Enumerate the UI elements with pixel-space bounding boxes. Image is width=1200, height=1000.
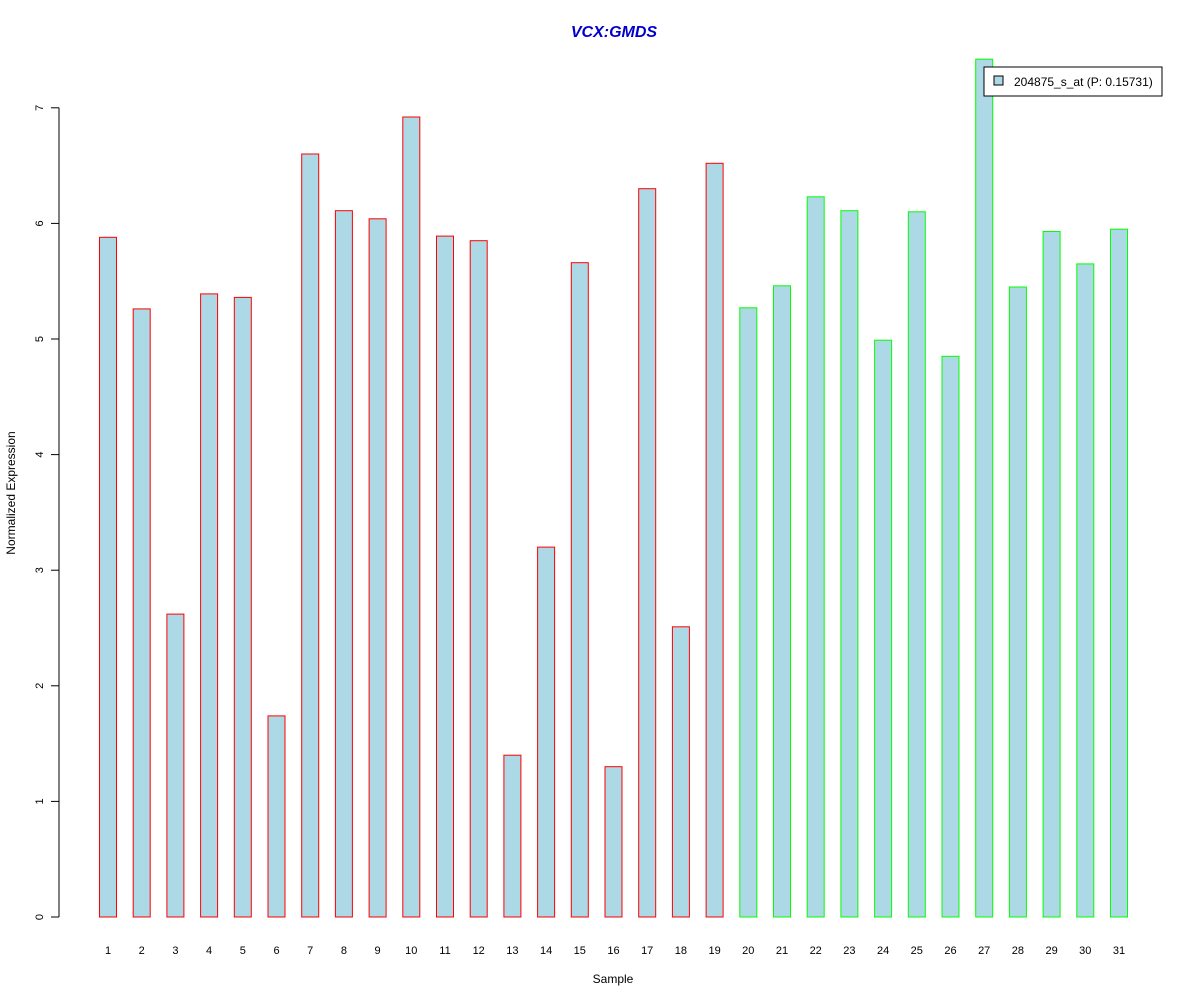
x-tick-label: 4 xyxy=(206,945,212,957)
x-tick-label: 27 xyxy=(978,945,990,957)
bar-sample-5 xyxy=(233,296,252,918)
bar-sample-19 xyxy=(705,162,724,918)
y-tick-label: 4 xyxy=(34,452,46,458)
x-tick-label: 11 xyxy=(439,945,450,957)
x-tick-label: 16 xyxy=(607,945,619,957)
x-tick-label: 28 xyxy=(1012,945,1024,957)
x-tick-label: 1 xyxy=(105,945,111,957)
x-tick-label: 17 xyxy=(641,945,653,957)
bar-sample-29 xyxy=(1042,231,1061,918)
x-tick-label: 6 xyxy=(273,945,279,957)
bar-sample-28 xyxy=(1008,286,1027,918)
x-tick-label: 2 xyxy=(139,945,145,957)
bar-sample-2 xyxy=(132,308,151,918)
x-tick-label: 8 xyxy=(341,945,347,957)
x-tick-label: 19 xyxy=(708,945,720,957)
bar-sample-16 xyxy=(604,766,623,918)
x-tick-labels: 1 2 3 4 5 6 7 8 9 10 11 12 13 14 15 16 17 18 19 20 21 22 23 24 2… xyxy=(105,945,1125,957)
chart-title: VCX:GMDS xyxy=(571,24,658,41)
bar-sample-4 xyxy=(200,293,219,918)
x-tick-label: 14 xyxy=(540,945,552,957)
bar-sample-11 xyxy=(436,235,454,918)
bar-sample-18 xyxy=(671,626,690,918)
x-tick-label: 21 xyxy=(776,945,788,957)
bar-sample-3 xyxy=(166,613,185,918)
x-tick-label: 24 xyxy=(877,945,889,957)
bars xyxy=(99,58,1128,918)
bar-sample-22 xyxy=(806,196,825,918)
bar-sample-8 xyxy=(334,210,353,918)
bar-sample-10 xyxy=(402,116,421,918)
y-tick-label: 0 xyxy=(34,914,46,920)
y-tick-label: 1 xyxy=(34,798,46,804)
legend: 204875_s_at (P: 0.15731) xyxy=(983,66,1163,97)
x-tick-label: 29 xyxy=(1045,945,1057,957)
bar-sample-14 xyxy=(537,546,556,918)
bar-sample-17 xyxy=(638,188,657,918)
legend-series-label: 204875_s_at (P: 0.15731) xyxy=(1014,75,1153,89)
x-tick-label: 26 xyxy=(944,945,956,957)
x-tick-label: 15 xyxy=(574,945,586,957)
bar-sample-24 xyxy=(874,339,893,918)
bar-sample-21 xyxy=(773,285,791,918)
x-tick-label: 9 xyxy=(375,945,381,957)
x-tick-label: 23 xyxy=(843,945,855,957)
bar-sample-30 xyxy=(1076,263,1095,918)
x-tick-label: 5 xyxy=(240,945,246,957)
bar-sample-27 xyxy=(975,58,994,918)
bar-sample-20 xyxy=(739,307,758,918)
x-tick-label: 10 xyxy=(405,945,417,957)
x-tick-label: 18 xyxy=(675,945,687,957)
bar-sample-15 xyxy=(570,262,589,918)
y-tick-label: 7 xyxy=(34,105,46,111)
x-tick-label: 3 xyxy=(172,945,178,957)
bar-sample-31 xyxy=(1110,228,1128,918)
x-axis-label: Sample xyxy=(593,972,634,986)
bar-sample-1 xyxy=(99,236,117,918)
y-tick-label: 3 xyxy=(34,567,46,573)
x-tick-label: 7 xyxy=(307,945,313,957)
y-tick-label: 2 xyxy=(34,683,46,689)
x-tick-label: 12 xyxy=(473,945,485,957)
y-tick-label: 6 xyxy=(34,220,46,226)
bar-sample-13 xyxy=(503,754,522,918)
bar-sample-9 xyxy=(368,218,387,918)
x-tick-label: 31 xyxy=(1113,945,1125,957)
bar-sample-12 xyxy=(469,240,488,918)
bar-sample-23 xyxy=(840,210,859,918)
bar-sample-7 xyxy=(301,153,320,918)
x-tick-label: 13 xyxy=(506,945,518,957)
x-tick-label: 30 xyxy=(1079,945,1091,957)
y-axis-label: Normalized Expression xyxy=(4,431,18,554)
y-tick-label: 5 xyxy=(34,336,46,342)
bar-sample-26 xyxy=(941,355,960,918)
x-tick-label: 20 xyxy=(742,945,754,957)
x-tick-label: 22 xyxy=(810,945,822,957)
x-tick-label: 25 xyxy=(911,945,923,957)
legend-swatch xyxy=(993,75,1004,86)
bar-sample-6 xyxy=(267,715,286,918)
y-axis: 0 1 2 3 4 5 6 7 xyxy=(34,105,60,920)
bar-sample-25 xyxy=(907,211,926,918)
legend-box xyxy=(983,66,1163,97)
